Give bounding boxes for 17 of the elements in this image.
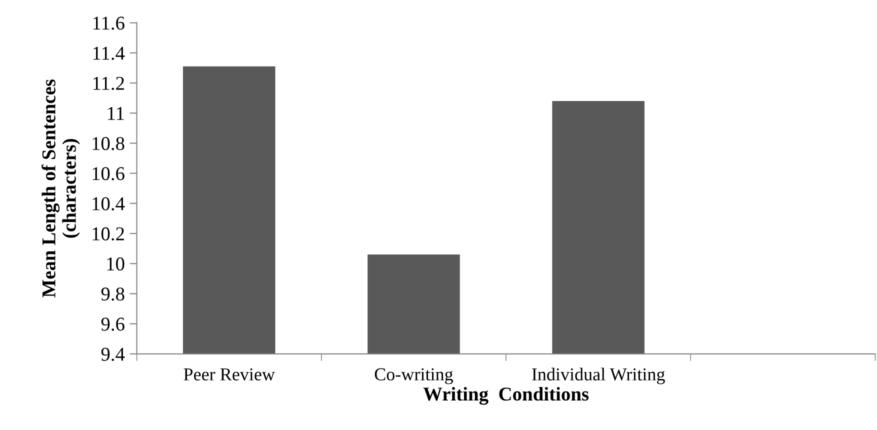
y-tick-label: 11.2 xyxy=(93,76,124,90)
x-axis-title: Writing Conditions xyxy=(423,386,589,405)
y-axis-title: Mean Length of Sentences (characters) xyxy=(42,79,80,298)
y-tick-label: 11.6 xyxy=(93,16,124,30)
x-tick-label: Peer Review xyxy=(184,368,275,380)
y-tick-label: 10.6 xyxy=(92,167,124,180)
y-tick-label: 10 xyxy=(107,257,124,271)
y-tick-label: 9.4 xyxy=(101,348,125,361)
y-tick-label: 9.8 xyxy=(101,288,124,301)
y-tick-label: 11.4 xyxy=(93,46,125,60)
x-tick-label: Co-writing xyxy=(374,368,453,384)
y-tick-label: 10.4 xyxy=(92,197,125,210)
y-tick-label: 11 xyxy=(108,107,124,120)
y-tick-label: 9.6 xyxy=(101,318,124,331)
y-tick-label: 10.2 xyxy=(92,227,124,241)
x-tick-label: Individual Writing xyxy=(532,368,665,384)
y-tick-label: 10.8 xyxy=(92,137,124,150)
